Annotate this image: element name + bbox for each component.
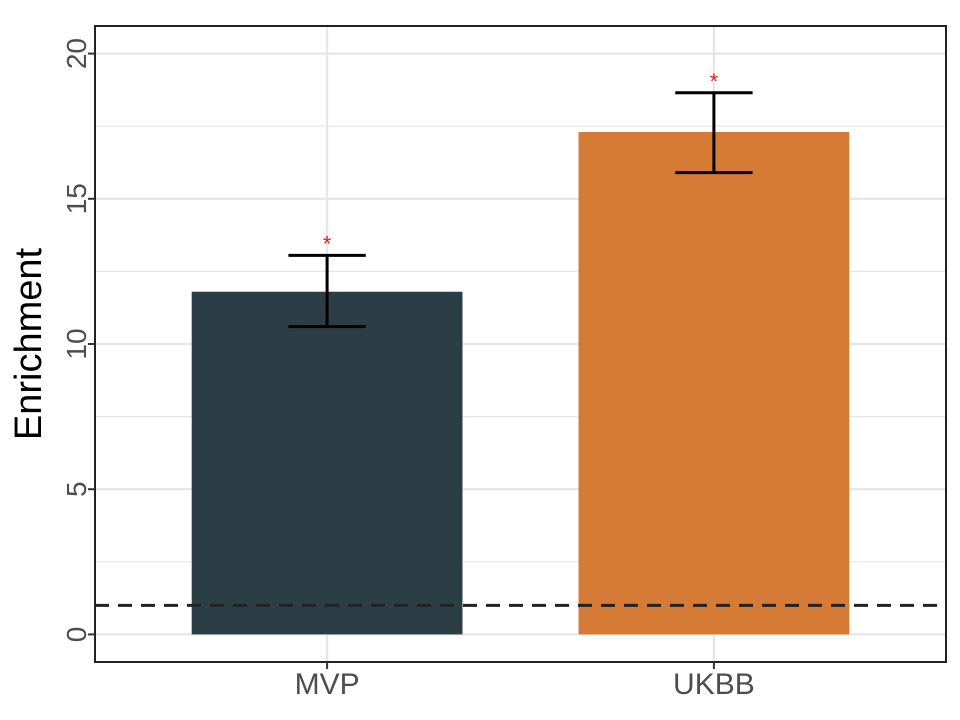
significance-marker: *	[323, 231, 332, 256]
y-tick-label: 20	[61, 38, 92, 69]
y-tick-label: 10	[61, 328, 92, 359]
y-tick-label: 0	[61, 627, 92, 643]
error-bars	[288, 91, 753, 329]
error-bar-ukbb	[675, 91, 753, 175]
significance-marker: *	[710, 69, 719, 94]
significance-markers: **	[323, 69, 719, 257]
error-bar-mvp	[288, 253, 366, 329]
x-tick-label: MVP	[295, 668, 360, 701]
y-axis-title: Enrichment	[8, 247, 50, 440]
y-axis-ticks: 0 5 10 15 20	[61, 38, 95, 642]
bar-mvp	[191, 291, 463, 635]
x-tick-label: UKBB	[673, 668, 755, 701]
y-tick-label: 15	[61, 183, 92, 214]
y-tick-label: 5	[61, 481, 92, 497]
bars	[191, 132, 850, 635]
x-axis-ticks: MVP UKBB	[295, 662, 755, 701]
bar-ukbb	[578, 132, 850, 635]
